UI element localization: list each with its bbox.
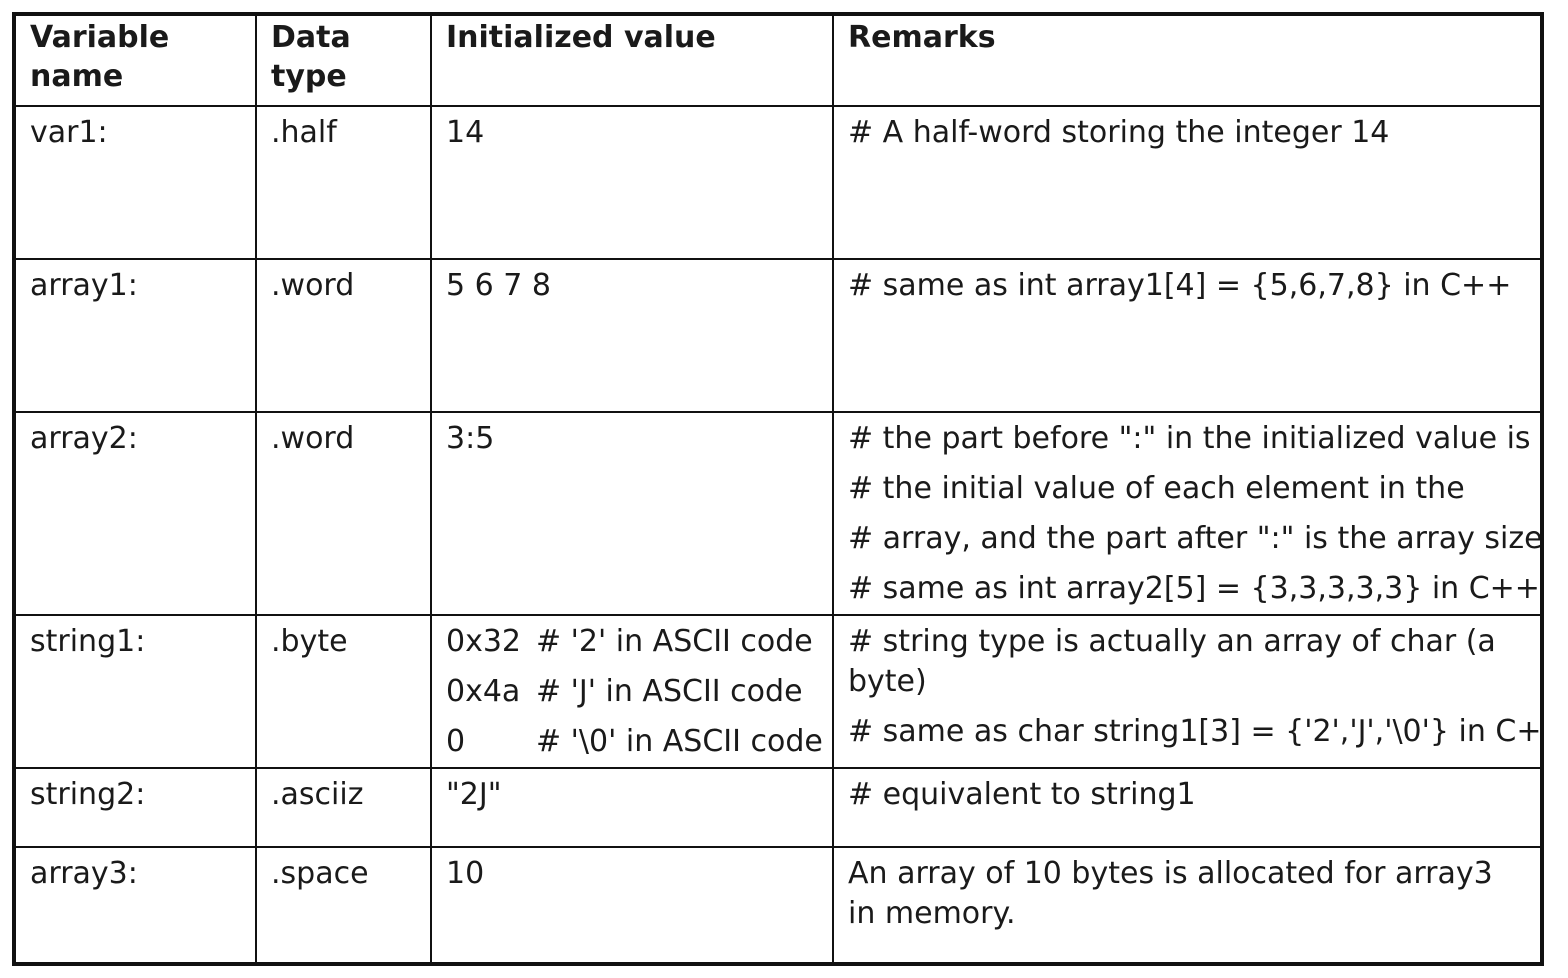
table-row: array3: .space 10 An array of 10 bytes i… — [16, 846, 1540, 962]
table-row: array1: .word 5 6 7 8 # same as int arra… — [16, 258, 1540, 413]
cell-remarks: # the part before ":" in the initialized… — [832, 411, 1540, 616]
cell-variable-name: string1: — [16, 614, 257, 769]
byte-value-line: 0x4a # 'J' in ASCII code — [446, 667, 818, 717]
byte-value-line: 0 # '\0' in ASCII code — [446, 717, 823, 766]
header-data-type-line1: Data — [271, 20, 351, 55]
data-declaration-table: Variable name Data type Initialized valu… — [16, 16, 1540, 962]
remark-line: # same as char string1[3] = {'2','J','\0… — [848, 714, 1540, 749]
byte-value: 0x4a — [446, 674, 521, 709]
byte-comment: # '2' in ASCII code — [536, 624, 813, 659]
cell-data-type: .half — [255, 105, 432, 260]
remark-line: # same as int array2[5] = {3,3,3,3,3} in… — [848, 571, 1540, 606]
header-remarks: Remarks — [832, 16, 1540, 107]
byte-value: 0x32 — [446, 624, 522, 659]
cell-variable-name: array1: — [16, 258, 257, 413]
cell-initialized-value: "2J" — [430, 767, 834, 848]
cell-data-type: .word — [255, 258, 432, 413]
cell-data-type: .byte — [255, 614, 432, 769]
cell-remarks: # equivalent to string1 — [832, 767, 1540, 848]
header-variable-name-line1: Variable — [30, 20, 170, 55]
byte-value-line: 0x32 # '2' in ASCII code — [446, 617, 818, 667]
table-header-row: Variable name Data type Initialized valu… — [16, 16, 1540, 107]
header-variable-name: Variable name — [16, 16, 257, 107]
cell-remarks: # string type is actually an array of ch… — [832, 614, 1540, 769]
cell-remarks: # same as int array1[4] = {5,6,7,8} in C… — [832, 258, 1540, 413]
cell-variable-name: var1: — [16, 105, 257, 260]
cell-data-type: .word — [255, 411, 432, 616]
table-row: string1: .byte 0x32 # '2' in ASCII code 0… — [16, 614, 1540, 769]
cell-initialized-value: 14 — [430, 105, 834, 260]
cell-initialized-value: 5 6 7 8 — [430, 258, 834, 413]
cell-remarks: # A half-word storing the integer 14 — [832, 105, 1540, 260]
remark-line: # the initial value of each element in t… — [848, 471, 1465, 506]
byte-comment: # '\0' in ASCII code — [536, 724, 823, 759]
cell-initialized-value: 0x32 # '2' in ASCII code 0x4a # 'J' in ASC… — [430, 614, 834, 769]
header-initialized-value: Initialized value — [430, 16, 834, 107]
header-data-type-line2: type — [271, 59, 347, 94]
cell-variable-name: array2: — [16, 411, 257, 616]
cell-data-type: .space — [255, 846, 432, 962]
table-row: var1: .half 14 # A half-word storing the… — [16, 105, 1540, 260]
byte-comment: # 'J' in ASCII code — [536, 674, 803, 709]
table-row: array2: .word 3:5 # the part before ":" … — [16, 411, 1540, 616]
cell-initialized-value: 10 — [430, 846, 834, 962]
remark-line: # the part before ":" in the initialized… — [848, 421, 1531, 456]
header-variable-name-line2: name — [30, 59, 124, 94]
cell-initialized-value: 3:5 — [430, 411, 834, 616]
cell-variable-name: array3: — [16, 846, 257, 962]
header-data-type: Data type — [255, 16, 432, 107]
cell-remarks: An array of 10 bytes is allocated for ar… — [832, 846, 1540, 962]
cell-variable-name: string2: — [16, 767, 257, 848]
byte-value: 0 — [446, 724, 466, 759]
table-row: string2: .asciiz "2J" # equivalent to st… — [16, 767, 1540, 848]
cell-data-type: .asciiz — [255, 767, 432, 848]
remark-line: # string type is actually an array of ch… — [848, 624, 1496, 699]
remark-line: # array, and the part after ":" is the a… — [848, 521, 1540, 556]
data-declaration-table-frame: Variable name Data type Initialized valu… — [12, 12, 1544, 966]
